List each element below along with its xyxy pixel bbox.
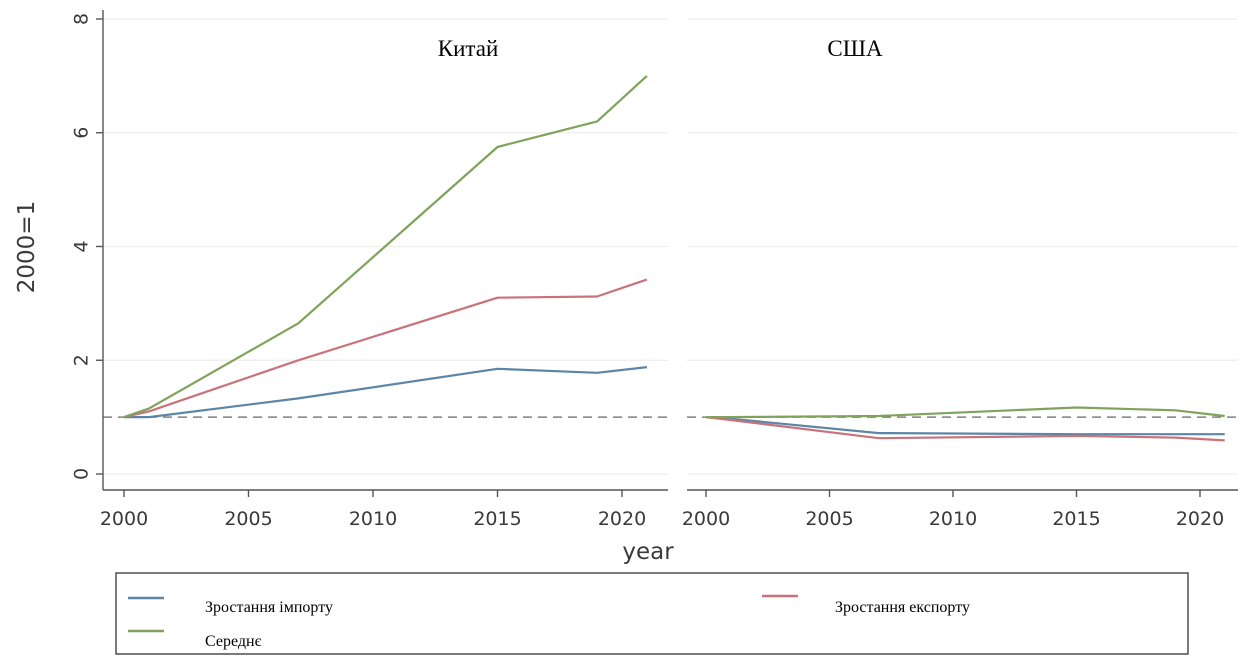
panel-0: Китай [103,18,668,475]
x-tick-label: 2015 [473,508,521,530]
legend: Зростання імпорту Зростання експорту Серед… [115,572,1189,655]
panel-1: США [687,18,1238,475]
x-tick-label: 2010 [929,508,977,530]
y-tick-label: 0 [71,468,93,480]
x-tick-label: 2005 [805,508,853,530]
y-tick-label: 4 [71,240,93,252]
y-axis-title: 2000=1 [14,201,40,293]
x-tick-label: 2005 [224,508,272,530]
legend-box [115,572,1189,655]
y-tick-label: 2 [71,354,93,366]
series-line-average [706,406,1225,419]
x-tick-label: 2015 [1052,508,1100,530]
x-tick-label: 2010 [349,508,397,530]
x-tick-label: 2020 [598,508,646,530]
y-tick-label: 8 [71,13,93,25]
legend-label: Середнє [205,633,262,650]
x-axis-title: year [622,539,674,565]
x-tick-label: 2000 [682,508,730,530]
panel-title: Китай [438,36,499,61]
x-tick-label: 2020 [1176,508,1224,530]
series-line-average [123,75,648,419]
legend-item-import: Зростання імпорту [128,596,333,616]
series-line-export [705,416,1225,442]
legend-item-average: Середнє [128,629,262,650]
series-line-export [123,278,648,419]
legend-label: Зростання експорту [835,599,970,616]
legend-item-export: Зростання експорту [762,594,970,616]
x-tick-label: 2000 [100,508,148,530]
panel-title: США [827,36,883,61]
y-tick-label: 6 [71,127,93,139]
series-line-import [124,366,648,419]
legend-label: Зростання імпорту [205,599,333,616]
